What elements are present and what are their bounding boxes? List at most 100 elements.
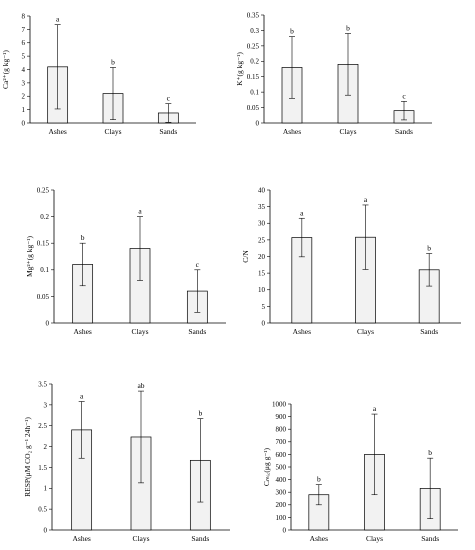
chart-panel-2: 0 0.05 0.1 0.15 0.2 0.25 0.3 0.35 K⁺(g kg⁻¹) b Ash…	[235, 11, 432, 136]
significance-letter: b	[290, 27, 294, 36]
significance-letter: b	[81, 233, 85, 242]
y-tick-label: 0.2	[40, 213, 49, 221]
y-tick-label: 0	[256, 119, 260, 127]
chart-panel-4: 0 5 10 15 20 25 30 35 40 C/N a Ashes a Clays b Sands	[241, 186, 461, 336]
category-label: Ashes	[48, 127, 66, 136]
significance-letter: c	[196, 260, 200, 269]
y-tick-label: 1	[22, 106, 26, 114]
y-axis-title: K⁺(g kg⁻¹)	[235, 52, 244, 86]
y-tick-label: 3	[44, 401, 48, 409]
y-tick-label: 40	[258, 186, 266, 194]
significance-letter: a	[80, 392, 84, 401]
significance-letter: b	[427, 244, 431, 253]
y-tick-label: 4	[22, 66, 26, 74]
y-tick-label: 3	[22, 79, 26, 87]
y-tick-label: 500	[276, 463, 287, 471]
y-tick-label: 0.05	[247, 104, 260, 112]
significance-letter: c	[402, 91, 406, 100]
y-tick-label: 0.25	[37, 186, 50, 194]
y-tick-label: 0.5	[38, 506, 47, 514]
category-label: Sands	[159, 127, 177, 136]
y-axis-title: Mg²⁺(g kg⁻¹)	[25, 236, 34, 277]
y-tick-label: 0	[22, 119, 26, 127]
significance-letter: ab	[137, 381, 144, 390]
chart-panel-6: 0 100 200 300 400 500 600 700 800 900 1000 Cₘᵢ꜀(μg …	[262, 400, 458, 543]
y-tick-label: 0.15	[37, 240, 50, 248]
category-label: Ashes	[310, 534, 328, 543]
category-label: Clays	[131, 327, 148, 336]
y-tick-label: 700	[276, 438, 287, 446]
y-axis-title: Ca²⁺(g kg⁻¹)	[1, 50, 10, 89]
significance-letter: b	[428, 448, 432, 457]
y-tick-label: 800	[276, 426, 287, 434]
y-tick-label: 900	[276, 413, 287, 421]
significance-letter: b	[317, 475, 321, 484]
y-tick-label: 0	[262, 319, 266, 327]
y-axis-title: RESP(μM CO₂ g⁻¹ 24h⁻¹)	[23, 417, 32, 497]
significance-letter: a	[364, 195, 368, 204]
y-tick-label: 0.35	[247, 11, 260, 19]
y-tick-label: 1.5	[38, 464, 47, 472]
y-tick-label: 100	[276, 514, 287, 522]
significance-letter: b	[198, 409, 202, 418]
significance-letter: a	[56, 15, 60, 24]
category-label: Ashes	[73, 327, 91, 336]
y-tick-label: 0.2	[250, 58, 259, 66]
y-tick-label: 300	[276, 489, 287, 497]
category-label: Clays	[104, 127, 121, 136]
category-label: Sands	[395, 127, 413, 136]
significance-letter: c	[167, 94, 171, 103]
y-tick-label: 0.25	[247, 42, 260, 50]
y-tick-label: 0.3	[250, 27, 259, 35]
y-tick-label: 7	[22, 26, 26, 34]
y-tick-label: 15	[258, 270, 266, 278]
y-tick-label: 0	[44, 526, 48, 534]
y-tick-label: 5	[22, 53, 26, 61]
y-tick-label: 10	[258, 286, 266, 294]
y-tick-label: 0.1	[40, 266, 49, 274]
significance-letter: a	[138, 207, 142, 216]
chart-panel-5: 0 0.5 1 1.5 2 2.5 3 3.5 RESP(μM CO₂ g⁻¹ 24h⁻¹) a A…	[23, 380, 230, 543]
y-axis-title: C/N	[241, 250, 250, 263]
chart-panel-1: 0 1 2 3 4 5 6 7 8 Ca²⁺(g kg⁻¹) a Ashes b Clays c Sands	[1, 12, 196, 136]
y-tick-label: 6	[22, 39, 26, 47]
y-tick-label: 2.5	[38, 422, 47, 430]
category-label: Sands	[420, 327, 438, 336]
category-label: Sands	[191, 534, 209, 543]
category-label: Clays	[339, 127, 356, 136]
y-tick-label: 0.05	[37, 293, 50, 301]
category-label: Sands	[421, 534, 439, 543]
significance-letter: a	[373, 404, 377, 413]
y-tick-label: 400	[276, 476, 287, 484]
y-tick-label: 2	[22, 93, 26, 101]
y-tick-label: 600	[276, 451, 287, 459]
significance-letter: a	[300, 208, 304, 217]
y-tick-label: 1	[44, 485, 48, 493]
y-tick-label: 35	[258, 203, 266, 211]
y-tick-label: 5	[262, 303, 266, 311]
category-label: Ashes	[283, 127, 301, 136]
y-tick-label: 3.5	[38, 380, 47, 388]
y-axis-title: Cₘᵢ꜀(μg g⁻¹)	[262, 447, 271, 486]
y-tick-label: 30	[258, 220, 266, 228]
y-tick-label: 0	[46, 319, 50, 327]
category-label: Clays	[357, 327, 374, 336]
y-tick-label: 0.1	[250, 89, 259, 97]
category-label: Clays	[132, 534, 149, 543]
y-tick-label: 200	[276, 501, 287, 509]
y-tick-label: 1000	[272, 400, 287, 408]
significance-letter: b	[111, 57, 115, 66]
significance-letter: b	[346, 24, 350, 33]
y-tick-label: 2	[44, 443, 48, 451]
category-label: Clays	[366, 534, 383, 543]
y-tick-label: 25	[258, 236, 266, 244]
category-label: Ashes	[72, 534, 90, 543]
chart-panel-3: 0 0.05 0.1 0.15 0.2 0.25 Mg²⁺(g kg⁻¹) b Ashes a Cl…	[25, 186, 226, 336]
category-label: Sands	[188, 327, 206, 336]
y-tick-label: 8	[22, 12, 26, 20]
category-label: Ashes	[293, 327, 311, 336]
y-tick-label: 20	[258, 253, 266, 261]
y-tick-label: 0	[283, 526, 287, 534]
y-tick-label: 0.15	[247, 73, 260, 81]
